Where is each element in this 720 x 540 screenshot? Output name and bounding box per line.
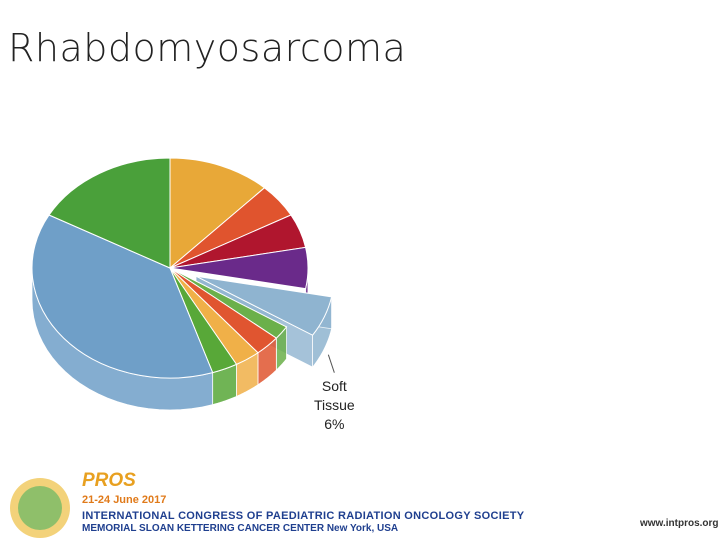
slice [31, 214, 214, 379]
slice-value: 6% [324, 415, 345, 432]
logo-inner [18, 486, 62, 530]
slice [169, 157, 266, 270]
congress-name: INTERNATIONAL CONGRESS OF PAEDIATRIC RAD… [82, 510, 525, 522]
leader-line [327, 354, 335, 373]
pie-tops [31, 157, 333, 379]
slice-name: Soft Tissue [313, 377, 355, 413]
event-date: 21-24 June 2017 [82, 494, 167, 506]
slide-title: Rhabdomyosarcoma [8, 26, 407, 70]
slice [195, 275, 333, 336]
data-label: Soft Tissue 6% [299, 377, 369, 434]
slice [169, 246, 309, 290]
website: www.intpros.org [640, 518, 719, 529]
slice [48, 157, 171, 269]
logo-text: PROS [82, 470, 136, 491]
venue: MEMORIAL SLOAN KETTERING CANCER CENTER N… [82, 523, 399, 534]
